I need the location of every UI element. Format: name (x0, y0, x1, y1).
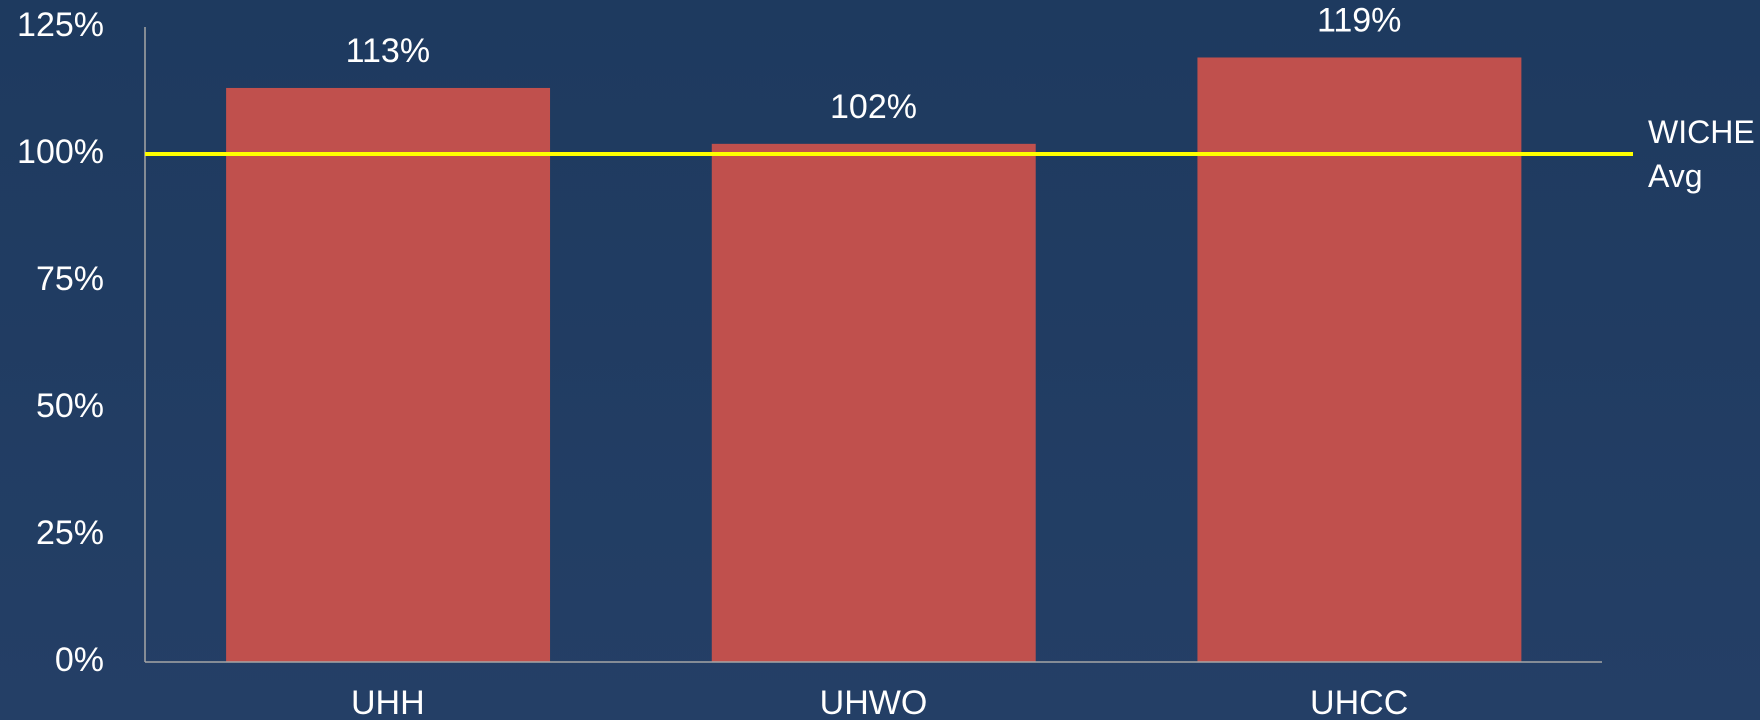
x-tick-label: UHWO (820, 684, 928, 720)
bar (1197, 57, 1522, 663)
bar (226, 87, 551, 662)
y-tick-label: 100% (17, 133, 104, 171)
data-label: 102% (830, 88, 917, 126)
data-label: 113% (346, 32, 430, 70)
x-tick-label: UHH (351, 684, 425, 720)
y-tick-label: 0% (55, 641, 104, 679)
y-tick-label: 25% (36, 514, 104, 552)
data-label: 119% (1317, 1, 1401, 39)
x-tick-label: UHCC (1310, 684, 1408, 720)
bar (711, 143, 1036, 663)
y-tick-label: 75% (36, 260, 104, 298)
y-tick-label: 125% (17, 6, 104, 44)
reference-label-box: WICHE Avg (1648, 114, 1755, 194)
y-tick-label: 50% (36, 387, 104, 425)
reference-label: WICHE Avg (1648, 114, 1755, 194)
